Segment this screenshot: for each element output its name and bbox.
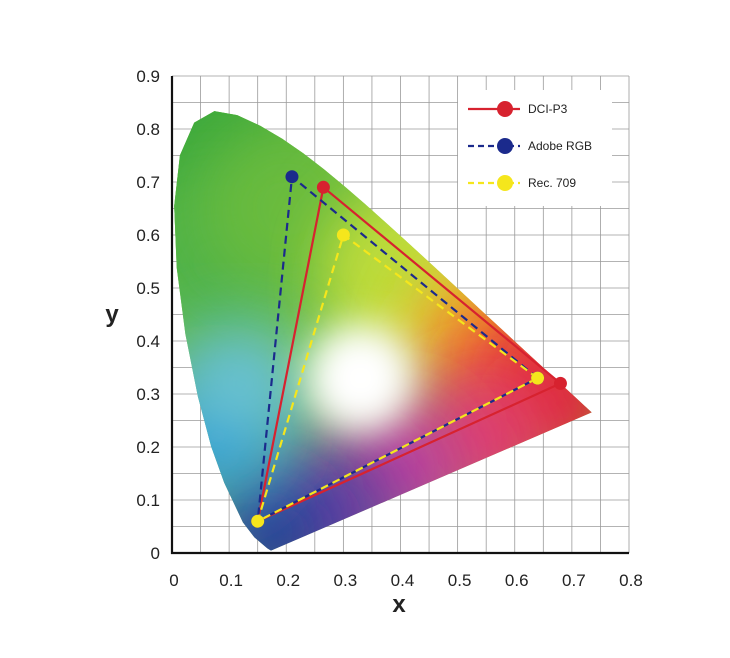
legend: DCI-P3 Adobe RGB Rec. 709 bbox=[458, 90, 612, 206]
gamut-series bbox=[251, 170, 567, 528]
legend-marker-adobe-rgb bbox=[497, 138, 513, 154]
rec-709-primary-point bbox=[531, 371, 545, 385]
legend-marker-dci-p3 bbox=[497, 101, 513, 117]
rec-709-primary-point bbox=[336, 228, 350, 242]
adobe-rgb-primary-point bbox=[285, 170, 299, 184]
x-tick-label: 0 bbox=[169, 571, 178, 590]
y-tick-label: 0.6 bbox=[136, 226, 160, 245]
x-tick-label: 0.7 bbox=[562, 571, 586, 590]
rec-709-triangle bbox=[256, 233, 539, 523]
y-tick-label: 0.8 bbox=[136, 120, 160, 139]
y-tick-label: 0.4 bbox=[136, 332, 160, 351]
x-tick-label: 0.1 bbox=[219, 571, 243, 590]
y-axis-label: y bbox=[105, 301, 119, 328]
x-tick-label: 0.6 bbox=[505, 571, 529, 590]
legend-label-dci-p3: DCI-P3 bbox=[528, 102, 568, 116]
y-tick-label: 0.9 bbox=[136, 67, 160, 86]
x-axis-label: x bbox=[392, 591, 406, 618]
dci-p3-triangle bbox=[256, 186, 562, 523]
y-tick-label: 0.2 bbox=[136, 438, 160, 457]
legend-label-rec-709: Rec. 709 bbox=[528, 176, 576, 190]
x-tick-label: 0.8 bbox=[619, 571, 643, 590]
y-tick-label: 0.3 bbox=[136, 385, 160, 404]
y-tick-labels: 0 0.1 0.2 0.3 0.4 0.5 0.6 0.7 0.8 0.9 bbox=[136, 67, 160, 563]
dci-p3-primary-point bbox=[553, 376, 567, 390]
adobe-rgb-triangle bbox=[256, 175, 539, 523]
x-tick-label: 0.3 bbox=[334, 571, 358, 590]
legend-marker-rec-709 bbox=[497, 175, 513, 191]
x-tick-label: 0.4 bbox=[391, 571, 415, 590]
y-tick-label: 0.5 bbox=[136, 279, 160, 298]
x-tick-label: 0.5 bbox=[448, 571, 472, 590]
y-tick-label: 0.7 bbox=[136, 173, 160, 192]
dci-p3-primary-point bbox=[316, 180, 330, 194]
legend-label-adobe-rgb: Adobe RGB bbox=[528, 139, 592, 153]
axes bbox=[170, 76, 629, 555]
y-tick-label: 0.1 bbox=[136, 491, 160, 510]
rec-709-primary-point bbox=[251, 514, 265, 528]
x-tick-label: 0.2 bbox=[276, 571, 300, 590]
x-tick-labels: 0 0.1 0.2 0.3 0.4 0.5 0.6 0.7 0.8 bbox=[169, 571, 643, 590]
y-tick-label: 0 bbox=[151, 544, 160, 563]
